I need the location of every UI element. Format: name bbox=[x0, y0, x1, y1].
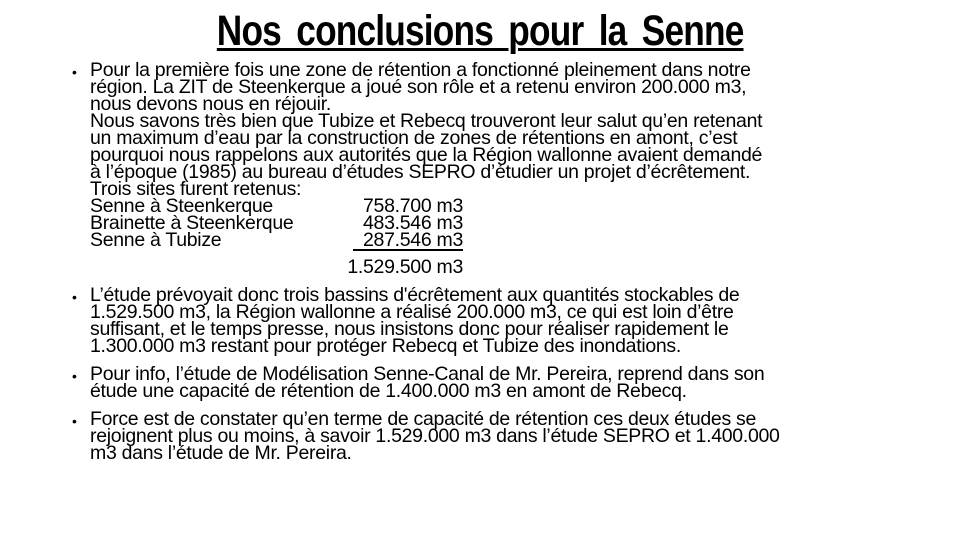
bullet-text-block: L’étude prévoyait donc trois bassins d'é… bbox=[90, 284, 740, 357]
title-area: Nos conclusions pour la Senne bbox=[0, 0, 960, 53]
bullet-text-line: L’étude prévoyait donc trois bassins d'é… bbox=[90, 284, 740, 306]
bullet-text-line: 1.529.500 m3, la Région wallonne a réali… bbox=[90, 301, 734, 323]
bullet-icon: • bbox=[72, 413, 77, 429]
bullet-text-line: suffisant, et le temps presse, nous insi… bbox=[90, 318, 729, 340]
slide-title: Nos conclusions pour la Senne bbox=[216, 7, 745, 55]
bullet-text-line: nous devons nous en réjouir. bbox=[90, 93, 331, 115]
site-volume: 287.546 m3 bbox=[353, 230, 463, 251]
bullet-text-line: à l’époque (1985) au bureau d’études SEP… bbox=[90, 161, 751, 183]
site-name: Senne à Steenkerque bbox=[90, 195, 273, 217]
bullet-text-line: rejoignent plus ou moins, à savoir 1.529… bbox=[90, 425, 780, 447]
bullet-item: • L’étude prévoyait donc trois bassins d'… bbox=[72, 284, 960, 357]
bullet-text-line: étude une capacité de rétention de 1.400… bbox=[90, 380, 687, 402]
bullet-text-block: Pour info, l’étude de Modélisation Senne… bbox=[90, 363, 765, 402]
bullet-item: • Pour info, l’étude de Modélisation Senn… bbox=[72, 363, 960, 402]
bullet-text-line: m3 dans l’étude de Mr. Pereira. bbox=[90, 442, 352, 464]
site-row: Senne à Steenkerque 758.700 m3 bbox=[90, 195, 463, 217]
bullet-item: • Force est de constater qu’en terme de c… bbox=[72, 408, 960, 464]
bullet-text-line: Pour info, l’étude de Modélisation Senne… bbox=[90, 363, 765, 385]
site-name: Senne à Tubize bbox=[90, 229, 222, 251]
site-volume: 483.546 m3 bbox=[363, 212, 463, 234]
retention-sites-table: Senne à Steenkerque 758.700 m3 Brainette à… bbox=[90, 195, 463, 278]
bullet-item: • Pour la première fois une zone de réten… bbox=[72, 59, 960, 278]
site-volume: 758.700 m3 bbox=[363, 195, 463, 217]
bullet-list: • Pour la première fois une zone de réten… bbox=[0, 53, 960, 464]
bullet-text-block: Force est de constater qu’en terme de ca… bbox=[90, 408, 780, 464]
bullet-text-line: un maximum d’eau par la construction de … bbox=[90, 127, 738, 149]
bullet-text-line: Force est de constater qu’en terme de ca… bbox=[90, 408, 757, 430]
bullet-text-line: région. La ZIT de Steenkerque a joué son… bbox=[90, 76, 747, 98]
bullet-icon: • bbox=[72, 368, 77, 384]
site-row: Senne à Tubize 287.546 m3 bbox=[90, 229, 463, 251]
site-name: Brainette à Steenkerque bbox=[90, 212, 294, 234]
bullet-text-line: pourquoi nous rappelons aux autorités qu… bbox=[90, 144, 763, 166]
bullet-text-line: Pour la première fois une zone de rétent… bbox=[90, 59, 751, 81]
total-volume: 1.529.500 m3 bbox=[347, 256, 463, 278]
bullet-icon: • bbox=[72, 64, 77, 80]
bullet-text-line: 1.300.000 m3 restant pour protéger Rebec… bbox=[90, 335, 682, 357]
bullet-text-block: Pour la première fois une zone de rétent… bbox=[90, 59, 763, 278]
bullet-icon: • bbox=[72, 289, 77, 305]
bullet-text-line: Trois sites furent retenus: bbox=[90, 178, 302, 200]
site-row: Brainette à Steenkerque 483.546 m3 bbox=[90, 212, 463, 234]
bullet-text-line: Nous savons très bien que Tubize et Rebe… bbox=[90, 110, 763, 132]
